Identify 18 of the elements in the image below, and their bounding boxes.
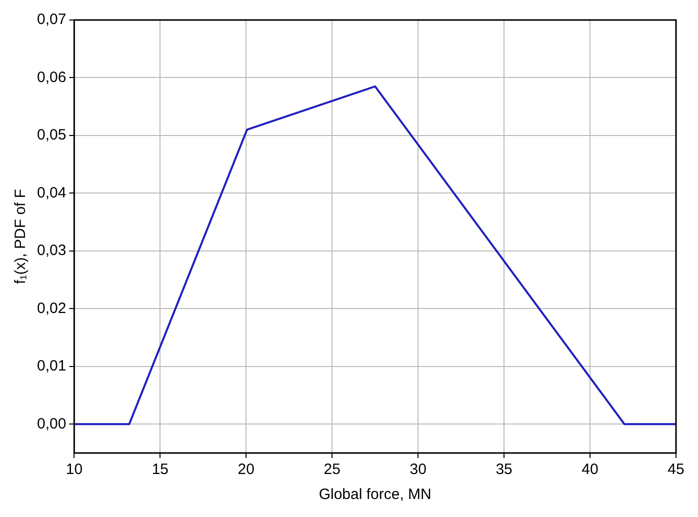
y-axis-title: f₁(x), PDF of F bbox=[12, 188, 30, 284]
y-tick-label: 0,03 bbox=[36, 242, 66, 260]
y-tick-label: 0,06 bbox=[36, 68, 66, 86]
y-tick-label: 0,00 bbox=[36, 415, 66, 432]
y-tick-label: 0,05 bbox=[36, 126, 66, 144]
x-axis-title: Global force, MN bbox=[318, 486, 432, 504]
x-tick-label: 15 bbox=[152, 461, 169, 478]
y-tick-label: 0,02 bbox=[36, 300, 66, 317]
y-tick-label: 0,07 bbox=[36, 11, 66, 28]
x-tick-label: 40 bbox=[582, 461, 598, 478]
x-tick-label: 45 bbox=[668, 461, 684, 478]
y-tick-label: 0,04 bbox=[36, 184, 66, 202]
x-tick-label: 10 bbox=[66, 461, 83, 478]
x-tick-label: 30 bbox=[410, 461, 426, 478]
x-tick-label: 35 bbox=[496, 461, 512, 478]
x-tick-label: 20 bbox=[238, 461, 254, 478]
y-tick-label: 0,01 bbox=[36, 358, 66, 375]
x-tick-label: 25 bbox=[324, 461, 340, 478]
